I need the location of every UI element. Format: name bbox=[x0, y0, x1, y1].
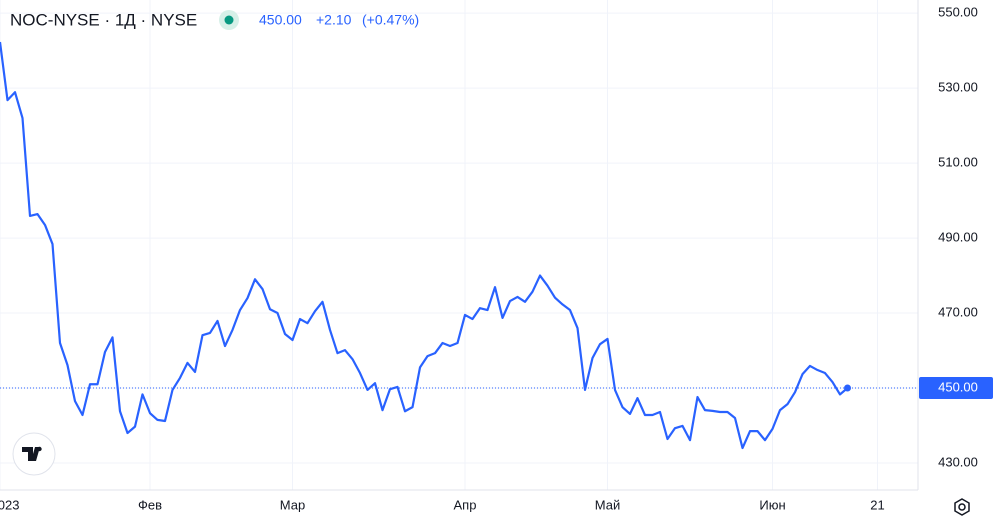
symbol: NOC-NYSE · 1Д · NYSE bbox=[10, 10, 197, 29]
y-tick-label: 430.00 bbox=[938, 454, 978, 469]
x-tick-label: 2023 bbox=[0, 497, 19, 512]
y-tick-label: 530.00 bbox=[938, 80, 978, 95]
change: +2.10 bbox=[316, 12, 352, 28]
x-tick-label: Апр bbox=[454, 497, 477, 512]
settings-hex[interactable] bbox=[954, 498, 970, 516]
x-tick-label: Май bbox=[595, 497, 620, 512]
last-price-label: 450.00 bbox=[938, 379, 978, 394]
y-tick-label: 470.00 bbox=[938, 304, 978, 319]
y-tick-label: 550.00 bbox=[938, 5, 978, 20]
change-pct: (+0.47%) bbox=[362, 12, 419, 28]
settings-core[interactable] bbox=[958, 503, 966, 511]
settings-icon[interactable] bbox=[954, 498, 970, 516]
last-price-box bbox=[919, 377, 993, 400]
logo-mark[interactable] bbox=[22, 447, 40, 461]
y-tick-label: 490.00 bbox=[938, 230, 978, 245]
price: 450.00 bbox=[259, 12, 302, 28]
last-point bbox=[844, 384, 851, 392]
logo[interactable] bbox=[12, 432, 56, 476]
x-tick-label: Мар bbox=[280, 497, 305, 512]
x-tick-label: 21 bbox=[870, 497, 884, 512]
price-line bbox=[0, 41, 849, 450]
status-dot bbox=[224, 15, 234, 25]
x-tick-label: Фев bbox=[138, 497, 162, 512]
x-tick-label: Июн bbox=[759, 497, 785, 512]
logo-dot[interactable] bbox=[37, 446, 42, 452]
y-tick-label: 510.00 bbox=[938, 155, 978, 170]
